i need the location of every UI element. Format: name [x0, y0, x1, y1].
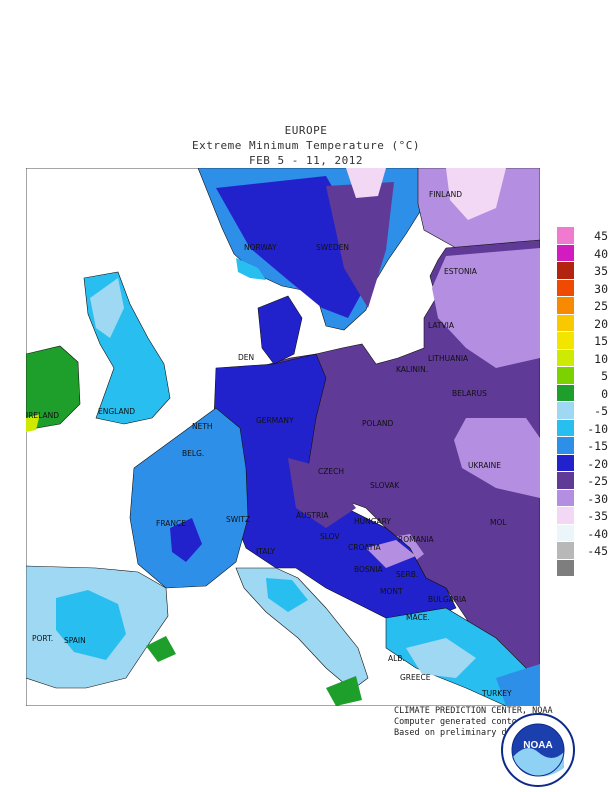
label-mont: MONT	[380, 587, 403, 596]
label-mol: MOL	[490, 518, 507, 527]
legend-swatch	[557, 367, 574, 385]
legend-tick-label: -5	[594, 404, 608, 418]
map-region-title: EUROPE	[284, 124, 328, 137]
label-switz: SWITZ	[226, 515, 250, 524]
legend-tick-label: 20	[594, 316, 608, 331]
legend-swatch	[557, 507, 574, 525]
legend-swatch	[557, 542, 574, 560]
label-mace: MACE.	[406, 613, 430, 622]
legend-tick-label: -15	[587, 439, 608, 453]
color-legend	[557, 227, 574, 577]
label-bulgaria: BULGARIA	[428, 595, 467, 604]
legend-tick-label: 40	[594, 246, 608, 261]
credit-line-2: Computer generated contours	[394, 717, 533, 727]
label-port: PORT.	[32, 634, 53, 643]
label-neth: NETH	[192, 422, 213, 431]
legend-tick-label: -35	[587, 509, 608, 523]
legend-swatch	[557, 419, 574, 437]
label-ukraine: UKRAINE	[468, 461, 501, 470]
label-italy: ITALY	[256, 547, 276, 556]
legend-swatch	[557, 332, 574, 350]
label-england: ENGLAND	[98, 407, 135, 416]
temperature-map: FINLAND NORWAY SWEDEN ESTONIA LATVIA LIT…	[26, 168, 540, 706]
legend-swatch	[557, 524, 574, 542]
france-land	[129, 407, 249, 589]
label-slov: SLOV	[320, 532, 340, 541]
label-latvia: LATVIA	[428, 321, 455, 330]
legend-tick-label: 5	[601, 369, 608, 383]
legend-swatch	[557, 559, 574, 577]
label-croatia: CROATIA	[348, 543, 382, 552]
label-alb: ALB.	[388, 654, 405, 663]
label-germany: GERMANY	[256, 416, 294, 425]
legend-swatch	[557, 489, 574, 507]
map-period-title: FEB 5 - 11, 2012	[249, 154, 363, 167]
legend-tick-label: 0	[601, 386, 608, 401]
label-poland: POLAND	[362, 419, 394, 428]
label-serb: SERB.	[396, 570, 418, 579]
noaa-logo-text: NOAA	[523, 740, 552, 751]
legend-swatch	[557, 314, 574, 332]
legend-tick-label: -45	[587, 544, 608, 558]
legend-swatch	[557, 384, 574, 402]
legend-swatch	[557, 279, 574, 297]
label-den: DEN	[238, 353, 254, 362]
legend-tick-label: 25	[594, 299, 608, 313]
legend-swatch	[557, 437, 574, 455]
label-finland: FINLAND	[429, 190, 462, 199]
legend-swatch	[557, 349, 574, 367]
legend-tick-label: -25	[587, 474, 608, 488]
label-slovak: SLOVAK	[370, 481, 400, 490]
label-turkey: TURKEY	[481, 689, 512, 698]
ireland-land	[26, 345, 81, 431]
label-romania: ROMANIA	[398, 535, 435, 544]
legend-swatch	[557, 297, 574, 315]
legend-tick-label: 35	[594, 264, 608, 278]
label-sweden: SWEDEN	[316, 243, 349, 252]
legend-tick-label: 15	[594, 334, 608, 348]
legend-tick-label: -30	[587, 491, 608, 506]
label-spain: SPAIN	[64, 636, 86, 645]
legend-swatch	[557, 227, 574, 245]
label-greece: GREECE	[400, 673, 431, 682]
label-kalinin: KALININ.	[396, 365, 428, 374]
credit-line-1: CLIMATE PREDICTION CENTER, NOAA	[394, 706, 553, 716]
label-czech: CZECH	[318, 467, 344, 476]
legend-tick-label: -10	[587, 421, 608, 436]
label-norway: NORWAY	[244, 243, 277, 252]
label-estonia: ESTONIA	[444, 267, 478, 276]
label-france: FRANCE	[156, 519, 186, 528]
noaa-logo-icon: NOAA	[501, 713, 575, 787]
legend-swatch	[557, 472, 574, 490]
label-belg: BELG.	[182, 449, 204, 458]
label-hungary: HUNGARY	[354, 517, 391, 526]
legend-tick-label: 45	[594, 229, 608, 243]
label-ireland: IRELAND	[26, 411, 59, 420]
label-bosnia: BOSNIA	[354, 565, 383, 574]
map-variable-title: Extreme Minimum Temperature (°C)	[192, 139, 420, 152]
label-lithuania: LITHUANIA	[428, 354, 469, 363]
label-austria: AUSTRIA	[296, 511, 329, 520]
legend-swatch	[557, 454, 574, 472]
legend-swatch	[557, 262, 574, 280]
legend-swatch	[557, 402, 574, 420]
legend-tick-label: -40	[587, 526, 608, 541]
legend-tick-label: 30	[594, 281, 608, 296]
legend-tick-label: -20	[587, 456, 608, 471]
label-belarus: BELARUS	[452, 389, 487, 398]
legend-tick-label: 10	[594, 351, 608, 366]
credit-line-3: Based on preliminary data	[394, 728, 522, 738]
legend-swatch	[557, 244, 574, 262]
